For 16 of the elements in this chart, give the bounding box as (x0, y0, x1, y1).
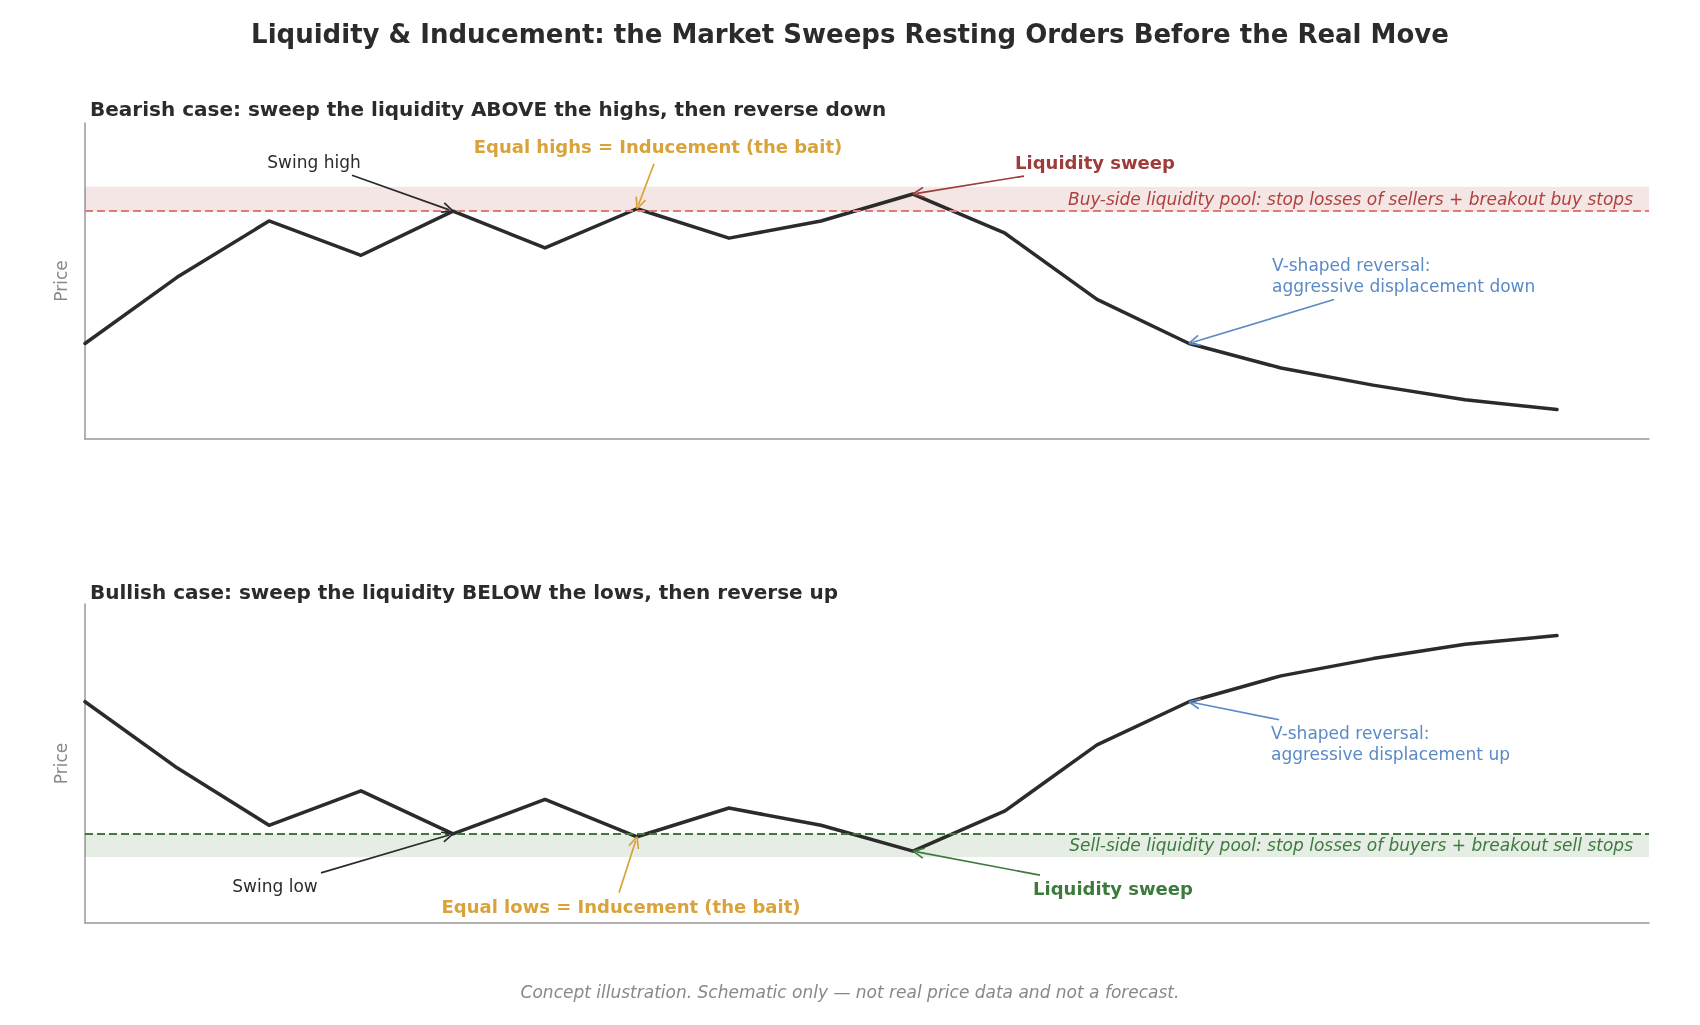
annotation: Equal lows = Inducement (the bait) (441, 896, 801, 918)
text: Liquidity sweep (1015, 151, 1176, 173)
y-axis-title: Price (50, 742, 71, 785)
band-label: Sell-side liquidity pool: stop losses of buyers + breakout sell stops (1069, 835, 1634, 856)
text: Equal highs = Inducement (the bait) (473, 136, 843, 158)
text: Concept illustration. Schematic only — not real price data and not a forecast. (520, 981, 1180, 1002)
chart-title: Bullish case: sweep the liquidity BELOW the lows, then reverse up (90, 580, 839, 604)
annotation: Swing low (232, 875, 318, 896)
chart-subtitle: Bearish case: sweep the liquidity ABOVE the highs, then reverse down (90, 97, 887, 121)
chart-title: Liquidity & Inducement: the Market Sweeps Resting Orders Before the Real Move (251, 19, 1449, 49)
text: Swing high (267, 152, 361, 173)
annotation: Liquidity sweep (1033, 877, 1194, 899)
annotation: V-shaped reversal: aggressive displacement down (1272, 254, 1536, 296)
y-axis-title: Price (50, 260, 71, 302)
band-label: Buy-side liquidity pool: stop losses of sellers + breakout buy stops (1067, 188, 1634, 209)
annotation: V-shaped reversal: aggressive displacement up (1271, 723, 1510, 765)
